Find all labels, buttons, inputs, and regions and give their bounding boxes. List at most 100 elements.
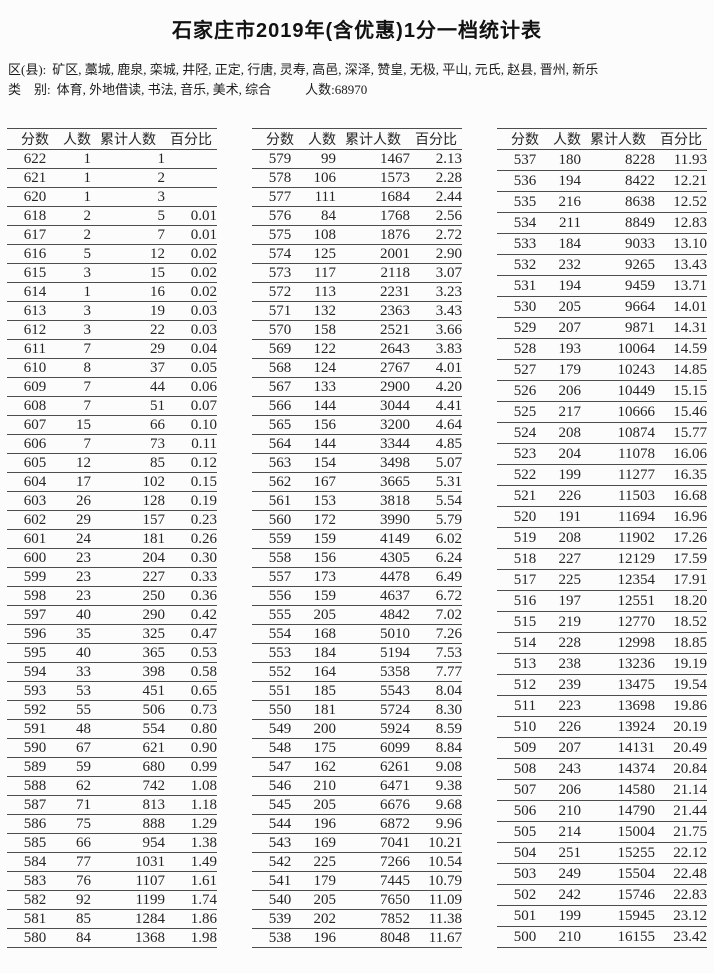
- region-label: 区(县):: [8, 62, 47, 77]
- cumulative-cell: 954: [91, 833, 165, 853]
- score-cell: 547: [252, 757, 308, 777]
- cumulative-cell: 3: [91, 187, 165, 207]
- percent-cell: 3.23: [410, 282, 462, 302]
- table-row: 613 3 19 0.03: [7, 301, 217, 321]
- score-cell: 501: [497, 905, 553, 927]
- score-cell: 546: [252, 776, 308, 796]
- count-cell: 205: [553, 296, 581, 318]
- percent-cell: 0.42: [165, 605, 217, 625]
- table-row: 563 154 3498 5.07: [252, 453, 462, 473]
- count-cell: 156: [308, 415, 336, 435]
- count-cell: 71: [63, 795, 91, 815]
- cumulative-cell: 11902: [581, 527, 655, 549]
- table-header-row: 分数 人数 累计人数 百分比: [497, 128, 707, 150]
- percent-cell: 0.99: [165, 757, 217, 777]
- cumulative-cell: 3044: [336, 396, 410, 416]
- count-cell: 191: [553, 506, 581, 528]
- col-header-cumulative: 累计人数: [336, 128, 410, 150]
- count-cell: 194: [553, 170, 581, 192]
- cumulative-cell: 12129: [581, 548, 655, 570]
- percent-cell: 17.59: [655, 548, 707, 570]
- table-row: 533 184 9033 13.10: [497, 233, 707, 255]
- cumulative-cell: 1573: [336, 168, 410, 188]
- table-row: 522 199 11277 16.35: [497, 464, 707, 486]
- cumulative-cell: 204: [91, 548, 165, 568]
- percent-cell: 4.20: [410, 377, 462, 397]
- table-row: 509 207 14131 20.49: [497, 737, 707, 759]
- col-header-count: 人数: [553, 128, 581, 150]
- cumulative-cell: 5010: [336, 624, 410, 644]
- count-cell: 158: [308, 320, 336, 340]
- count-cell: 207: [553, 737, 581, 759]
- percent-cell: 4.01: [410, 358, 462, 378]
- table-row: 515 219 12770 18.52: [497, 611, 707, 633]
- percent-cell: 7.02: [410, 605, 462, 625]
- score-cell: 563: [252, 453, 308, 473]
- table-row: 608 7 51 0.07: [7, 396, 217, 416]
- percent-cell: 15.46: [655, 401, 707, 423]
- col-header-count: 人数: [308, 128, 336, 150]
- cumulative-cell: 13698: [581, 695, 655, 717]
- cumulative-cell: 813: [91, 795, 165, 815]
- percent-cell: 20.19: [655, 716, 707, 738]
- cumulative-cell: 15: [91, 263, 165, 283]
- count-cell: 84: [308, 206, 336, 226]
- cumulative-cell: 12354: [581, 569, 655, 591]
- count-cell: 40: [63, 605, 91, 625]
- count-cell: 76: [63, 871, 91, 891]
- table-row: 584 77 1031 1.49: [7, 852, 217, 872]
- score-cell: 561: [252, 491, 308, 511]
- percent-cell: 16.35: [655, 464, 707, 486]
- percent-cell: 6.72: [410, 586, 462, 606]
- count-cell: 172: [308, 510, 336, 530]
- percent-cell: 4.64: [410, 415, 462, 435]
- cumulative-cell: 6471: [336, 776, 410, 796]
- cumulative-cell: 10064: [581, 338, 655, 360]
- percent-cell: 1.18: [165, 795, 217, 815]
- score-cell: 517: [497, 569, 553, 591]
- percent-cell: 14.01: [655, 296, 707, 318]
- table-row: 565 156 3200 4.64: [252, 415, 462, 435]
- count-cell: 194: [553, 275, 581, 297]
- table-row: 580 84 1368 1.98: [7, 928, 217, 948]
- col-header-count: 人数: [63, 128, 91, 150]
- score-cell: 572: [252, 282, 308, 302]
- score-cell: 503: [497, 863, 553, 885]
- cumulative-cell: 2001: [336, 244, 410, 264]
- cumulative-cell: 12998: [581, 632, 655, 654]
- table-row: 601 24 181 0.26: [7, 529, 217, 549]
- count-cell: 243: [553, 758, 581, 780]
- cumulative-cell: 6261: [336, 757, 410, 777]
- percent-cell: 0.33: [165, 567, 217, 587]
- table-row: 616 5 12 0.02: [7, 244, 217, 264]
- score-cell: 605: [7, 453, 63, 473]
- percent-cell: 20.84: [655, 758, 707, 780]
- cumulative-cell: 5: [91, 206, 165, 226]
- cumulative-cell: 22: [91, 320, 165, 340]
- count-cell: 23: [63, 567, 91, 587]
- cumulative-cell: 3498: [336, 453, 410, 473]
- count-cell: 210: [308, 776, 336, 796]
- table-row: 578 106 1573 2.28: [252, 168, 462, 188]
- count-cell: 206: [553, 380, 581, 402]
- score-cell: 600: [7, 548, 63, 568]
- cumulative-cell: 888: [91, 814, 165, 834]
- count-cell: 232: [553, 254, 581, 276]
- table-row: 531 194 9459 13.71: [497, 275, 707, 297]
- score-cell: 599: [7, 567, 63, 587]
- score-cell: 510: [497, 716, 553, 738]
- count-cell: 239: [553, 674, 581, 696]
- count-cell: 199: [553, 464, 581, 486]
- cumulative-cell: 12551: [581, 590, 655, 612]
- count-cell: 169: [308, 833, 336, 853]
- percent-cell: 0.90: [165, 738, 217, 758]
- count-cell: 208: [553, 422, 581, 444]
- cumulative-cell: 14790: [581, 800, 655, 822]
- score-cell: 513: [497, 653, 553, 675]
- table-row: 567 133 2900 4.20: [252, 377, 462, 397]
- score-cell: 540: [252, 890, 308, 910]
- score-cell: 588: [7, 776, 63, 796]
- score-cell: 593: [7, 681, 63, 701]
- count-cell: 3: [63, 301, 91, 321]
- score-cell: 520: [497, 506, 553, 528]
